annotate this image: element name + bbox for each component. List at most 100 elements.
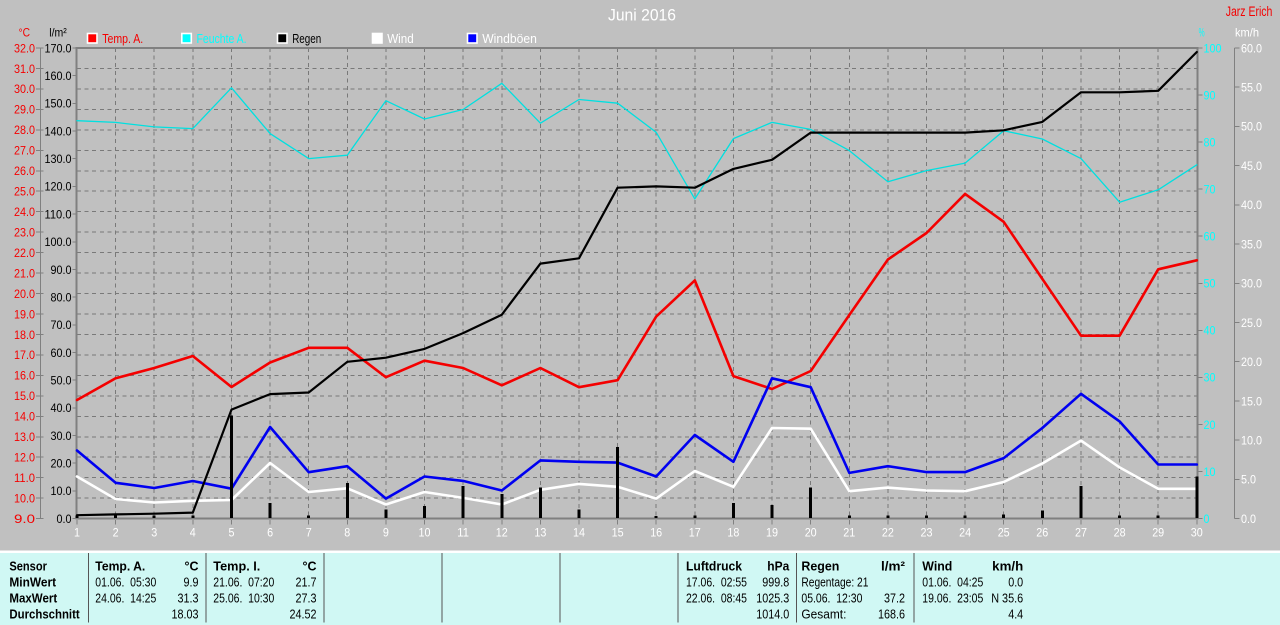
svg-text:100.0: 100.0	[45, 235, 72, 249]
svg-text:21: 21	[843, 526, 855, 540]
svg-text:01.06. 04:25: 01.06. 04:25	[922, 574, 983, 589]
svg-text:10: 10	[1204, 465, 1216, 479]
svg-text:11.0: 11.0	[14, 471, 35, 485]
svg-text:Juni 2016: Juni 2016	[608, 5, 676, 24]
svg-text:9.9: 9.9	[184, 574, 199, 589]
svg-text:11: 11	[457, 526, 469, 540]
svg-text:27.3: 27.3	[296, 590, 317, 605]
svg-text:l/m²: l/m²	[49, 26, 67, 40]
svg-text:16: 16	[650, 526, 662, 540]
svg-text:0.0: 0.0	[1241, 512, 1256, 526]
svg-text:27: 27	[1075, 526, 1087, 540]
svg-text:15.0: 15.0	[1241, 394, 1262, 408]
svg-text:hPa: hPa	[767, 558, 790, 573]
svg-text:19: 19	[766, 526, 778, 540]
svg-text:170.0: 170.0	[45, 41, 72, 55]
svg-text:25.0: 25.0	[1241, 316, 1262, 330]
svg-text:1014.0: 1014.0	[756, 606, 789, 621]
svg-text:°C: °C	[185, 558, 200, 573]
svg-text:50: 50	[1204, 277, 1216, 291]
svg-text:3: 3	[151, 526, 157, 540]
svg-text:90: 90	[1204, 88, 1216, 102]
svg-text:20.0: 20.0	[51, 457, 72, 471]
svg-text:Temp. I.: Temp. I.	[213, 558, 260, 573]
svg-text:120.0: 120.0	[45, 180, 72, 194]
svg-text:40.0: 40.0	[51, 401, 72, 415]
svg-text:27.0: 27.0	[14, 144, 35, 158]
svg-text:10.0: 10.0	[14, 491, 35, 505]
svg-text:0.0: 0.0	[1008, 574, 1023, 589]
svg-text:6: 6	[267, 526, 273, 540]
svg-text:22.0: 22.0	[14, 246, 35, 260]
svg-text:5.0: 5.0	[1241, 473, 1256, 487]
svg-text:140.0: 140.0	[45, 124, 72, 138]
svg-text:12.0: 12.0	[14, 451, 35, 465]
svg-text:40: 40	[1204, 324, 1216, 338]
svg-text:60: 60	[1204, 230, 1216, 244]
svg-text:70: 70	[1204, 183, 1216, 197]
svg-text:22.06. 08:45: 22.06. 08:45	[686, 590, 747, 605]
svg-text:32.0: 32.0	[14, 41, 35, 55]
svg-text:24.52: 24.52	[290, 606, 317, 621]
svg-text:Temp. A.: Temp. A.	[102, 31, 143, 46]
svg-text:5: 5	[229, 526, 235, 540]
svg-text:17.0: 17.0	[14, 348, 35, 362]
svg-text:45.0: 45.0	[1241, 159, 1262, 173]
svg-text:10: 10	[419, 526, 431, 540]
svg-text:01.06. 05:30: 01.06. 05:30	[95, 574, 156, 589]
svg-text:21.0: 21.0	[14, 266, 35, 280]
svg-text:30.0: 30.0	[1241, 277, 1262, 291]
svg-text:21.06. 07:20: 21.06. 07:20	[213, 574, 274, 589]
svg-text:km/h: km/h	[1235, 26, 1259, 40]
svg-text:25: 25	[998, 526, 1010, 540]
svg-text:Wind: Wind	[387, 31, 414, 46]
svg-text:0.0: 0.0	[57, 512, 72, 526]
svg-text:MinWert: MinWert	[9, 574, 56, 589]
svg-text:l/m²: l/m²	[881, 558, 906, 573]
svg-text:12: 12	[496, 526, 508, 540]
svg-text:24.06. 14:25: 24.06. 14:25	[95, 590, 156, 605]
svg-text:26: 26	[1036, 526, 1048, 540]
svg-text:km/h: km/h	[992, 558, 1023, 573]
svg-text:30.0: 30.0	[51, 429, 72, 443]
svg-text:110.0: 110.0	[45, 207, 72, 221]
svg-text:168.6: 168.6	[878, 606, 905, 621]
svg-text:°C: °C	[19, 26, 31, 40]
svg-text:16.0: 16.0	[14, 369, 35, 383]
svg-text:20.0: 20.0	[1241, 355, 1262, 369]
svg-text:10.0: 10.0	[1241, 434, 1262, 448]
svg-text:28: 28	[1114, 526, 1126, 540]
svg-text:19.06. 23:05: 19.06. 23:05	[922, 590, 983, 605]
svg-text:55.0: 55.0	[1241, 81, 1262, 95]
svg-text:4.4: 4.4	[1008, 606, 1023, 621]
svg-text:05.06. 12:30: 05.06. 12:30	[801, 590, 862, 605]
svg-text:Sensor: Sensor	[9, 558, 47, 573]
svg-text:25.0: 25.0	[14, 185, 35, 199]
svg-text:90.0: 90.0	[51, 263, 72, 277]
svg-text:20: 20	[805, 526, 817, 540]
svg-text:8: 8	[344, 526, 350, 540]
svg-text:40.0: 40.0	[1241, 198, 1262, 212]
svg-text:999.8: 999.8	[762, 574, 789, 589]
svg-text:30: 30	[1191, 526, 1203, 540]
svg-text:29: 29	[1152, 526, 1164, 540]
svg-text:Durchschnitt: Durchschnitt	[9, 606, 80, 621]
svg-text:Regentage: 21: Regentage: 21	[801, 574, 868, 589]
svg-text:13: 13	[534, 526, 546, 540]
svg-text:30: 30	[1204, 371, 1216, 385]
svg-text:30.0: 30.0	[14, 82, 35, 96]
svg-text:15.0: 15.0	[14, 389, 35, 403]
svg-text:4: 4	[190, 526, 196, 540]
svg-text:24.0: 24.0	[14, 205, 35, 219]
svg-text:160.0: 160.0	[45, 69, 72, 83]
svg-text:14: 14	[573, 526, 585, 540]
svg-text:19.0: 19.0	[14, 307, 35, 321]
svg-text:29.0: 29.0	[14, 103, 35, 117]
svg-text:37.2: 37.2	[884, 590, 905, 605]
svg-text:60.0: 60.0	[51, 346, 72, 360]
svg-text:1: 1	[74, 526, 80, 540]
svg-text:21.7: 21.7	[296, 574, 317, 589]
svg-text:100: 100	[1204, 41, 1222, 55]
svg-text:9: 9	[383, 526, 389, 540]
svg-text:23.0: 23.0	[14, 225, 35, 239]
